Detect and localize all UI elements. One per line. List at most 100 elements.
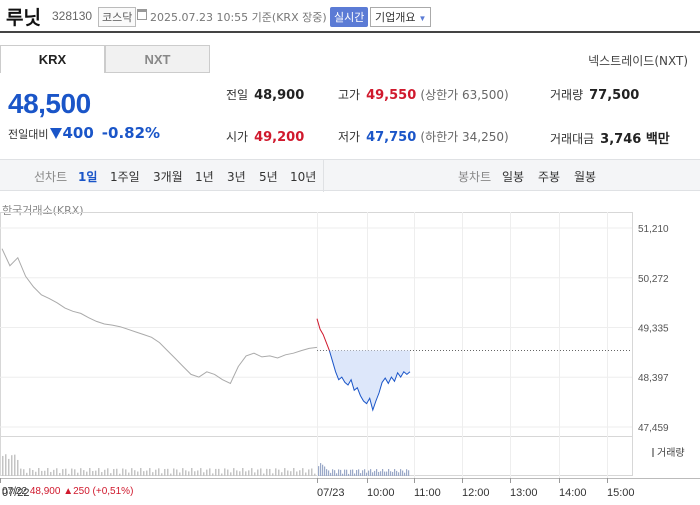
volume-bar (374, 470, 376, 476)
volume-bar (215, 468, 217, 476)
realtime-badge: 실시간 (330, 7, 369, 27)
stat-open: 시가 49,200 (226, 128, 304, 145)
tab-nxt[interactable]: NXT (105, 45, 210, 73)
volume-bar (140, 468, 142, 476)
volume-bar (161, 473, 163, 476)
volume-bar (5, 454, 7, 476)
stat-label: 전일 (226, 88, 249, 102)
company-overview-dropdown[interactable]: 기업개요 ▼ (370, 7, 432, 27)
stock-code: 328130 (52, 9, 93, 23)
period-1w[interactable]: 1주일 (110, 170, 140, 184)
x-tick-label: 12:00 (462, 487, 490, 499)
volume-bar (364, 469, 366, 476)
volume-bar (311, 468, 313, 476)
volume-bar (404, 472, 406, 476)
period-1y[interactable]: 1년 (195, 170, 214, 184)
volume-bar (334, 470, 336, 476)
volume-bar (356, 470, 358, 476)
volume-bar (396, 470, 398, 476)
x-tick-label: 15:00 (607, 487, 635, 499)
volume-bar (74, 469, 76, 476)
x-axis: 07/22 07/23 10:00 11:00 12:00 13:00 14:00 15:00 (0, 478, 635, 499)
y-tick-label: 51,210 (638, 224, 669, 235)
volume-bar (346, 469, 348, 476)
volume-bar (408, 470, 410, 476)
line-chart-label: 선차트 (34, 170, 68, 184)
volume-bar (89, 468, 91, 476)
volume-bar (366, 472, 368, 476)
tab-krx[interactable]: KRX (0, 45, 105, 73)
volume-bar (212, 473, 214, 476)
volume-bar (406, 469, 408, 476)
volume-bar (53, 469, 55, 476)
volume-legend: 거래량 (652, 444, 685, 459)
volume-bar (242, 468, 244, 476)
x-tick-label: 11:00 (414, 487, 441, 499)
x-tick-label: 07/22 (2, 487, 30, 499)
stat-prev-close: 전일 48,900 (226, 86, 304, 103)
y-tick-label: 47,459 (638, 423, 669, 434)
volume-bar (324, 466, 326, 476)
stat-value: 48,900 (254, 88, 305, 103)
stat-label: 저가 (338, 130, 361, 144)
volume-bar (380, 471, 382, 476)
volume-bar (398, 472, 400, 476)
volume-bar (194, 471, 196, 476)
volume-bar (354, 473, 356, 476)
price-change: 전일대비 400 -0.82% (8, 124, 160, 142)
volume-bar (20, 468, 22, 476)
volume-bar (167, 468, 169, 476)
prev-day-line (1, 248, 318, 385)
volume-bar (233, 468, 235, 476)
volume-legend-label: 거래량 (657, 448, 685, 459)
volume-bar (134, 470, 136, 476)
volume-bar (245, 471, 247, 476)
volume-bar (164, 468, 166, 476)
volume-bar (284, 468, 286, 476)
volume-bar (98, 468, 100, 476)
volume-bar (386, 471, 388, 476)
candle-daily[interactable]: 일봉 (502, 170, 525, 184)
volume-bar (221, 473, 223, 476)
candle-weekly[interactable]: 주봉 (538, 170, 561, 184)
market-badge: 코스닥 (98, 7, 137, 27)
volume-bar (251, 468, 253, 476)
period-1d[interactable]: 1일 (78, 170, 98, 184)
volume-bar (257, 469, 259, 476)
period-3m[interactable]: 3개월 (153, 170, 183, 184)
toolbar-divider (323, 160, 324, 192)
volume-bar (308, 469, 310, 476)
volume-legend-marker (652, 448, 654, 457)
period-5y[interactable]: 5년 (259, 170, 278, 184)
volume-bar (350, 469, 352, 476)
lower-limit: (하한가 34,250) (420, 130, 509, 144)
prev-day-info: 07/22 48,900 ▲250 (+0,51%) (2, 486, 133, 497)
period-10y[interactable]: 10년 (290, 170, 317, 184)
volume-bar (275, 468, 277, 476)
volume-bar (41, 470, 43, 476)
volume-bar (32, 470, 34, 476)
volume-bar (378, 471, 380, 476)
candle-monthly[interactable]: 월봉 (574, 170, 597, 184)
stat-label: 고가 (338, 88, 361, 102)
volume-bar (342, 473, 344, 476)
volume-bar (394, 469, 396, 476)
period-3y[interactable]: 3년 (227, 170, 246, 184)
nextrade-link[interactable]: 넥스트레이드(NXT) (588, 54, 688, 68)
prev-change: ▲250 (+0,51%) (63, 486, 134, 497)
volume-bar (296, 471, 298, 476)
volume-bar (269, 468, 271, 476)
volume-bar (388, 469, 390, 476)
volume-bar (376, 469, 378, 476)
current-price: 48,500 (8, 88, 91, 119)
volume-bar (390, 471, 392, 476)
volume-bar (320, 463, 322, 476)
volume-bar (314, 473, 316, 476)
volume-bar (402, 470, 404, 476)
volume-bar (332, 469, 334, 476)
volume-bar (239, 471, 241, 476)
volume-bar (248, 470, 250, 476)
volume-bar (71, 468, 73, 476)
volume-bar (122, 468, 124, 476)
